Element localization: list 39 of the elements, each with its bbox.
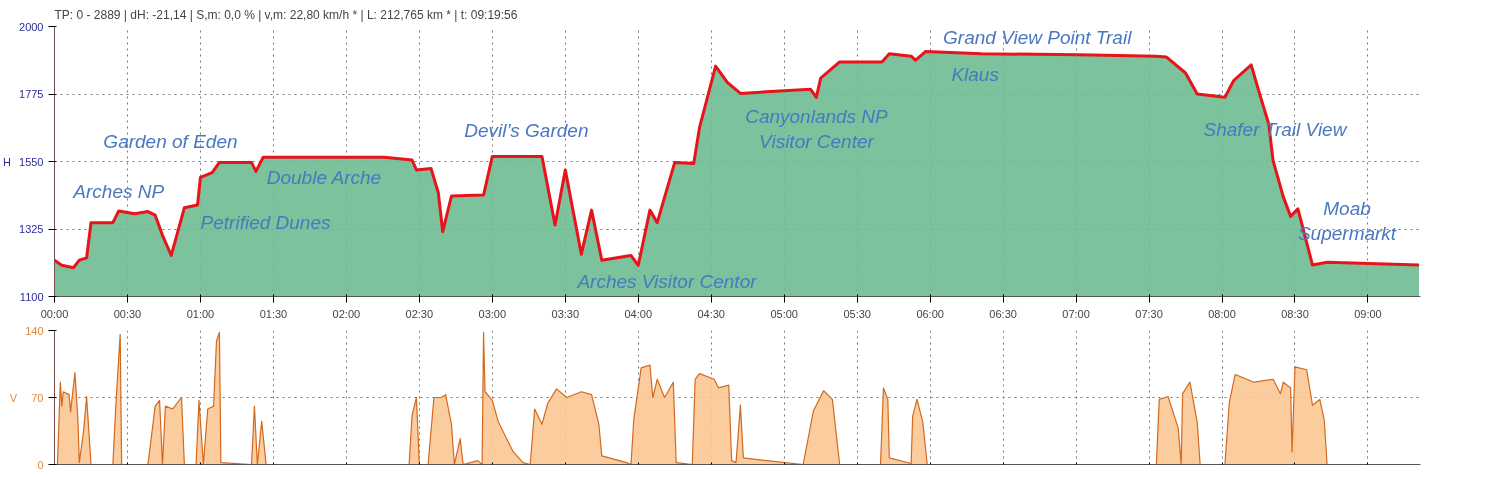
- x-tick-label: 02:30: [405, 307, 434, 320]
- x-tick-label: 02:00: [332, 307, 361, 320]
- y-tick-label: 1775: [19, 88, 44, 100]
- annotation: Arches Visitor Centor: [576, 270, 758, 292]
- x-tick-label: 07:00: [1062, 307, 1090, 320]
- y-tick-label: 0: [37, 458, 44, 471]
- x-tick-label: 05:00: [770, 307, 798, 320]
- x-tick-label: 00:30: [113, 307, 142, 320]
- y-axis-title: H: [3, 155, 12, 168]
- x-tick-label: 05:30: [843, 307, 871, 320]
- annotation: Klaus: [951, 63, 1000, 85]
- chart-title: TP: 0 - 2889 | dH: -21,14 | S,m: 0,0 % | v,m: 22,80 km/h * | L: 212,765 km * | t: 09:19:56: [54, 7, 518, 22]
- x-tick-label: 03:00: [478, 307, 507, 320]
- annotation: Grand View Point Trail: [943, 27, 1133, 49]
- annotation: Petrified Dunes: [200, 211, 331, 233]
- annotation: Canyonlands NP Visitor Center: [745, 106, 889, 153]
- x-tick-label: 07:30: [1135, 307, 1163, 320]
- x-tick-label: 08:00: [1208, 307, 1236, 320]
- x-tick-label: 06:00: [916, 307, 944, 320]
- x-tick-label: 09:00: [1354, 307, 1382, 320]
- x-tick-label: 04:00: [624, 307, 653, 320]
- annotation: Devil’s Garden: [464, 119, 589, 141]
- y-tick-label: 70: [31, 391, 44, 404]
- annotation: Double Arche: [266, 166, 382, 188]
- y-tick-label: 1100: [19, 290, 44, 303]
- x-tick-label: 03:30: [551, 307, 580, 320]
- y-tick-label: 1325: [19, 223, 44, 235]
- x-tick-label: 01:30: [259, 307, 288, 320]
- y-axis-title: V: [9, 391, 18, 404]
- y-tick-label: 1550: [19, 155, 44, 168]
- y-tick-label: 2000: [19, 20, 44, 33]
- y-tick-label: 140: [25, 324, 44, 337]
- x-tick-label: 04:30: [697, 307, 725, 320]
- annotation: Garden of Eden: [103, 130, 238, 152]
- x-tick-label: 00:00: [40, 307, 69, 320]
- x-tick-label: 08:30: [1281, 307, 1309, 320]
- x-tick-label: 06:30: [989, 307, 1017, 320]
- annotation: Arches NP: [72, 180, 165, 202]
- x-tick-label: 01:00: [186, 307, 215, 320]
